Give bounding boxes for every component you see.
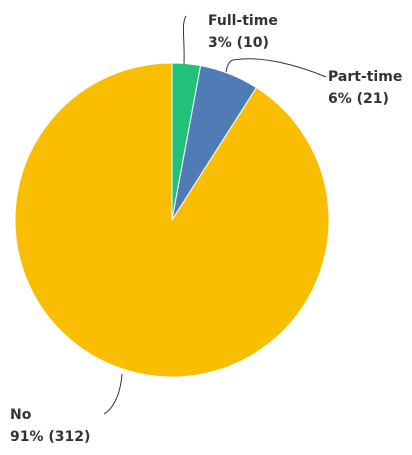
slice-value-part-time: 6% (21) (328, 91, 389, 107)
leader-line-part-time (225, 58, 327, 78)
slices-layer (14, 62, 330, 378)
slice-label-no: No (10, 407, 32, 423)
labels-layer: Full-time 3% (10) Part-time 6% (21) No 91% (3… (10, 13, 402, 445)
slice-label-full-time: Full-time (208, 13, 278, 29)
pie-slice-no (14, 62, 330, 378)
slice-value-full-time: 3% (10) (208, 35, 269, 51)
leader-line-full-time (182, 15, 187, 65)
slice-label-part-time: Part-time (328, 69, 402, 85)
leader-line-no (103, 373, 123, 415)
leader-lines-layer (103, 15, 327, 415)
slice-value-no: 91% (312) (10, 429, 90, 445)
